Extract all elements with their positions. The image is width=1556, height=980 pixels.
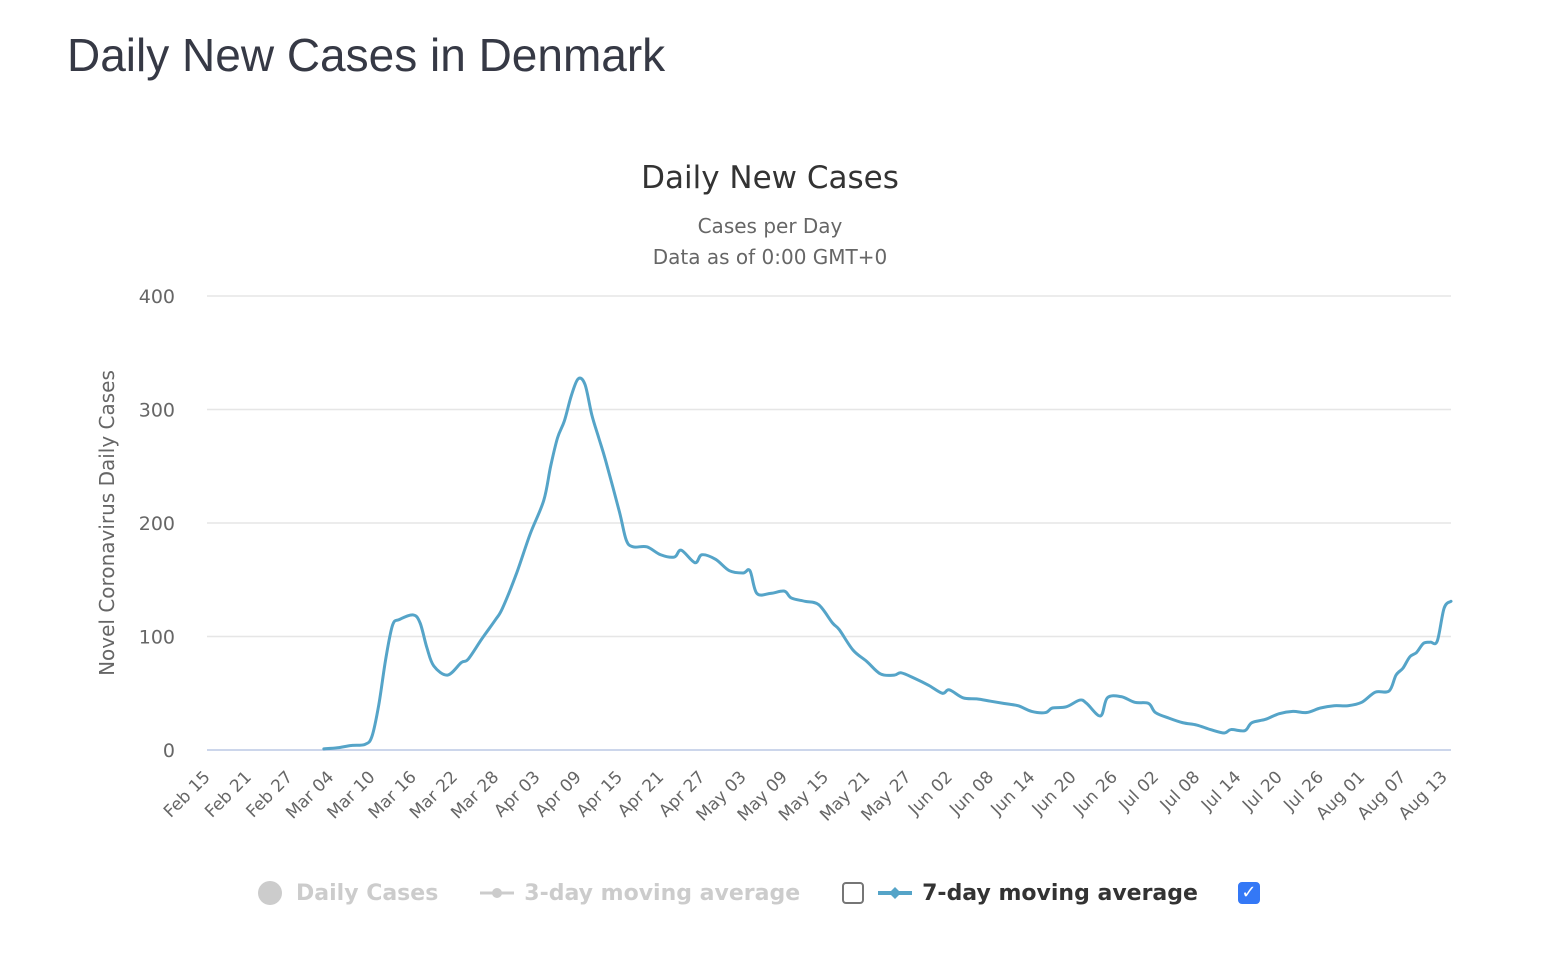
- chart-subtitle: Cases per Day: [697, 214, 843, 238]
- line-circle-marker-icon: [480, 888, 515, 898]
- legend-checkbox-left[interactable]: [842, 882, 865, 904]
- chart-title: Daily New Cases: [641, 160, 899, 196]
- y-tick-label: 200: [139, 513, 175, 535]
- legend-label: 3-day moving average: [524, 880, 801, 906]
- x-tick-label: Jul 14: [1197, 767, 1245, 815]
- x-tick-label: Jun 26: [1069, 767, 1122, 820]
- legend: Daily Cases 3-day moving average 7-day m…: [258, 876, 1260, 910]
- circle-marker-icon: [258, 881, 282, 905]
- chart-data-as-of: Data as of 0:00 GMT+0: [652, 245, 888, 269]
- y-tick-label: 400: [139, 286, 175, 308]
- x-tick-label: Jun 08: [945, 767, 998, 820]
- series-line-7day-average: [322, 376, 1453, 751]
- y-tick-label: 0: [163, 740, 175, 762]
- x-tick-label: Jul 02: [1115, 767, 1163, 815]
- y-axis-label: Novel Coronavirus Daily Cases: [95, 370, 119, 676]
- x-tick-label: Jul 20: [1238, 767, 1286, 815]
- legend-checkbox-right[interactable]: ✓: [1237, 882, 1260, 904]
- line-diamond-marker-icon: [878, 887, 913, 899]
- legend-item-3day-average[interactable]: 3-day moving average: [480, 881, 800, 906]
- page-title: Daily New Cases in Denmark: [67, 29, 666, 81]
- legend-item-daily-cases[interactable]: Daily Cases: [258, 881, 438, 906]
- legend-item-7day-average[interactable]: 7-day moving average: [878, 881, 1198, 906]
- x-tick-label: Jun 02: [904, 767, 957, 820]
- x-tick-label: Jul 08: [1156, 767, 1204, 815]
- legend-label: 7-day moving average: [922, 880, 1198, 906]
- y-tick-label: 300: [139, 400, 175, 422]
- x-tick-label: Jun 20: [1028, 767, 1081, 820]
- y-tick-label: 100: [139, 627, 175, 649]
- x-tick-label: Jun 14: [987, 767, 1040, 820]
- legend-label: Daily Cases: [296, 880, 439, 906]
